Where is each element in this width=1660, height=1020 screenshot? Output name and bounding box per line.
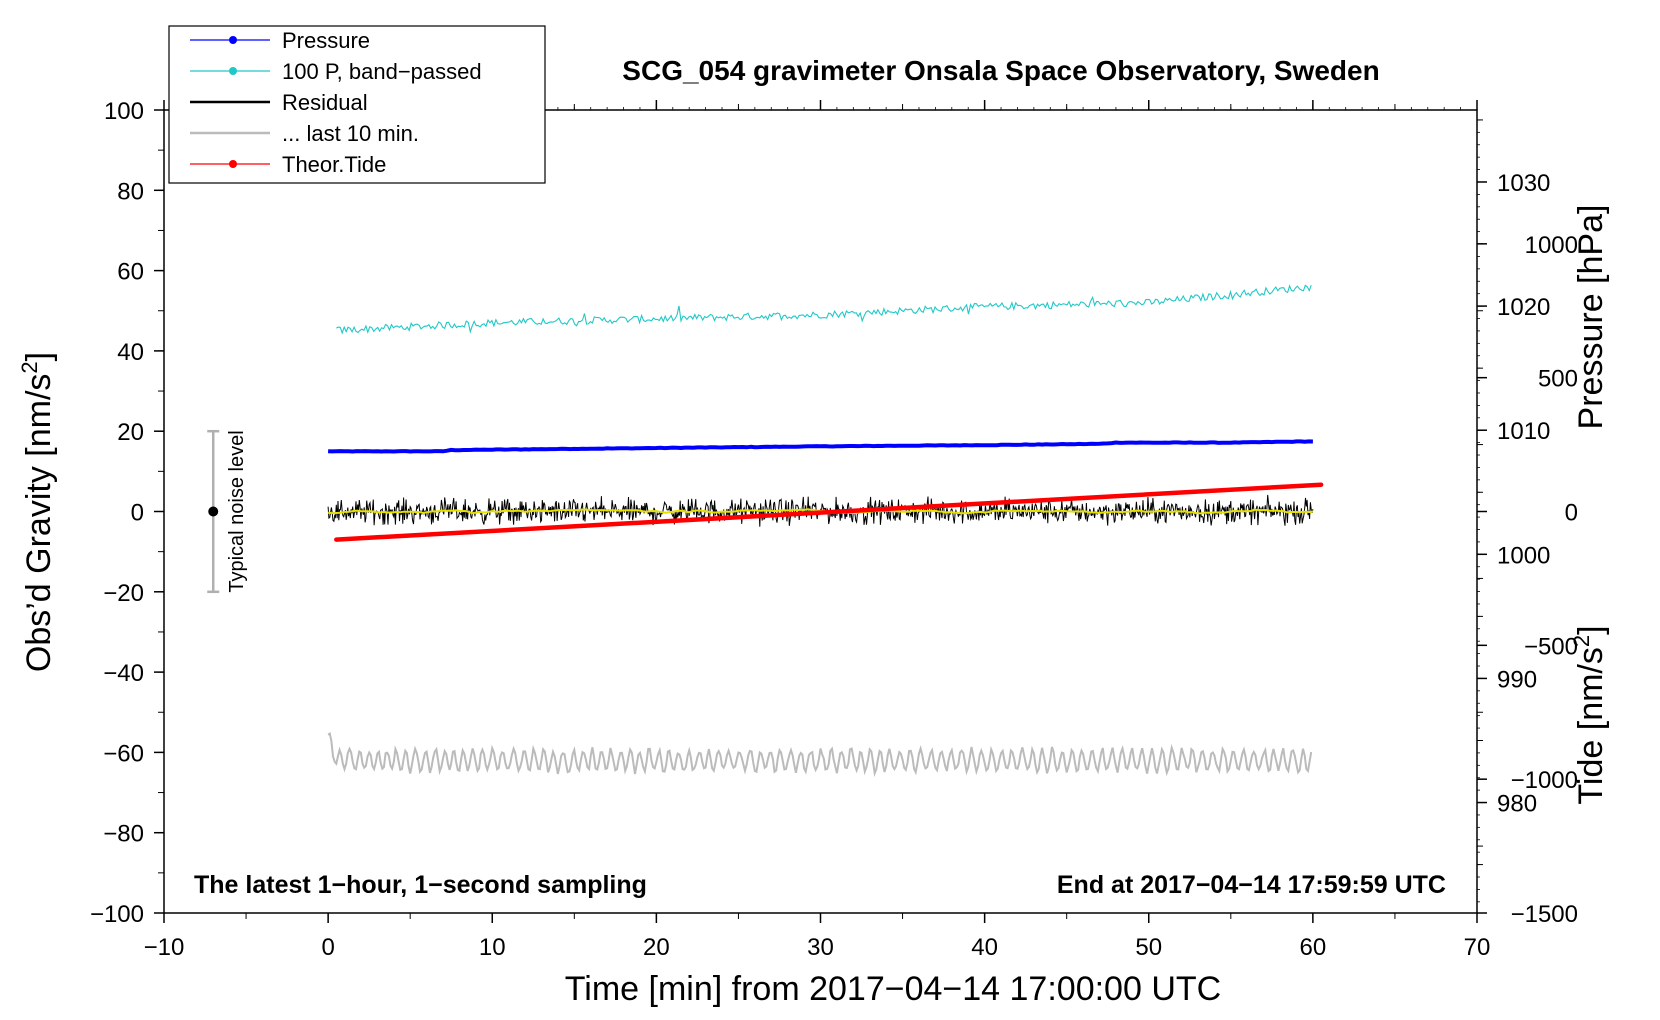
legend-label: Pressure bbox=[282, 28, 370, 53]
y-tick-label: −100 bbox=[90, 901, 144, 928]
y-axis-title-gravity-exponent: 2 bbox=[17, 361, 42, 373]
series-pressure-line bbox=[328, 439, 1313, 454]
annotation-end-time: End at 2017−04−14 17:59:59 UTC bbox=[1057, 871, 1446, 899]
tide-tick-label: −1000 bbox=[1511, 767, 1578, 794]
y-tick-label: −60 bbox=[103, 740, 144, 767]
noise-level-label: Typical noise level bbox=[226, 430, 248, 592]
y-axis-title-tide-close: ] bbox=[1572, 625, 1610, 634]
pressure-tick-label: 980 bbox=[1497, 791, 1537, 818]
pressure-tick-label: 990 bbox=[1497, 666, 1537, 693]
y-axis-title-tide-text: Tide [nm/s bbox=[1572, 647, 1610, 804]
y-tick-label: −80 bbox=[103, 821, 144, 848]
y-tick-label: 40 bbox=[117, 339, 144, 366]
pressure-tick-label: 1000 bbox=[1497, 542, 1550, 569]
legend-label: Residual bbox=[282, 90, 368, 115]
chart-title: SCG_054 gravimeter Onsala Space Observat… bbox=[622, 55, 1379, 86]
x-tick-label: 40 bbox=[971, 934, 998, 961]
tide-tick-label: −1500 bbox=[1511, 901, 1578, 928]
legend-marker bbox=[229, 36, 237, 44]
x-tick-label: 60 bbox=[1300, 934, 1327, 961]
x-tick-label: 30 bbox=[807, 934, 834, 961]
pressure-tick-label: 1010 bbox=[1497, 418, 1550, 445]
y-axis-title-pressure: Pressure [hPa] bbox=[1572, 205, 1610, 430]
x-tick-label: 20 bbox=[643, 934, 670, 961]
noise-level-dot bbox=[208, 506, 219, 517]
y-tick-label: 0 bbox=[131, 500, 144, 527]
x-tick-label: 50 bbox=[1135, 934, 1162, 961]
axes-layer: −10 0 10 20 30 40 50 60 70−100−80−60−40−20020406… bbox=[90, 98, 1578, 961]
y-tick-label: −40 bbox=[103, 660, 144, 687]
x-tick-label: −10 bbox=[144, 934, 185, 961]
legend: Pressure 100 P, band−passed Residual ... la… bbox=[168, 25, 546, 184]
legend-label: 100 P, band−passed bbox=[282, 59, 482, 84]
y-axis-title-gravity: Obs’d Gravity [nm/s2] bbox=[17, 352, 58, 672]
annotation-sampling: The latest 1−hour, 1−second sampling bbox=[194, 871, 647, 899]
tide-tick-label: 0 bbox=[1565, 500, 1578, 527]
tide-tick-label: 500 bbox=[1538, 366, 1578, 393]
x-tick-label: 10 bbox=[479, 934, 506, 961]
y-axis-title-gravity-close: ] bbox=[20, 352, 58, 361]
legend-label: Theor.Tide bbox=[282, 152, 386, 177]
tide-tick-label: 1000 bbox=[1525, 232, 1578, 259]
y-axis-title-tide-exponent: 2 bbox=[1569, 635, 1594, 647]
legend-label: ... last 10 min. bbox=[282, 121, 419, 146]
pressure-tick-label: 1020 bbox=[1497, 294, 1550, 321]
y-tick-label: −20 bbox=[103, 580, 144, 607]
series-theor-tide-line bbox=[334, 482, 1324, 542]
y-tick-label: 80 bbox=[117, 178, 144, 205]
series-layer bbox=[327, 284, 1324, 778]
y-axis-title-tide: Tide [nm/s2] bbox=[1569, 625, 1610, 804]
legend-marker bbox=[229, 160, 237, 168]
series-last-10-min-line bbox=[327, 732, 1313, 778]
pressure-tick-label: 1030 bbox=[1497, 170, 1550, 197]
legend-marker bbox=[229, 67, 237, 75]
x-axis-title: Time [min] from 2017−04−14 17:00:00 UTC bbox=[565, 970, 1221, 1008]
noise-level-indicator: Typical noise level bbox=[207, 429, 248, 594]
x-tick-label: 0 bbox=[321, 934, 334, 961]
y-tick-label: 100 bbox=[104, 98, 144, 125]
tide-tick-label: −500 bbox=[1524, 633, 1578, 660]
y-tick-label: 20 bbox=[117, 419, 144, 446]
y-tick-label: 60 bbox=[117, 259, 144, 286]
legend-box bbox=[168, 25, 546, 184]
y-axis-title-gravity-text: Obs’d Gravity [nm/s bbox=[20, 374, 58, 673]
series-band-passed-line bbox=[336, 284, 1312, 335]
x-tick-label: 70 bbox=[1464, 934, 1491, 961]
legend-items: Pressure 100 P, band−passed Residual ... la… bbox=[190, 28, 482, 177]
